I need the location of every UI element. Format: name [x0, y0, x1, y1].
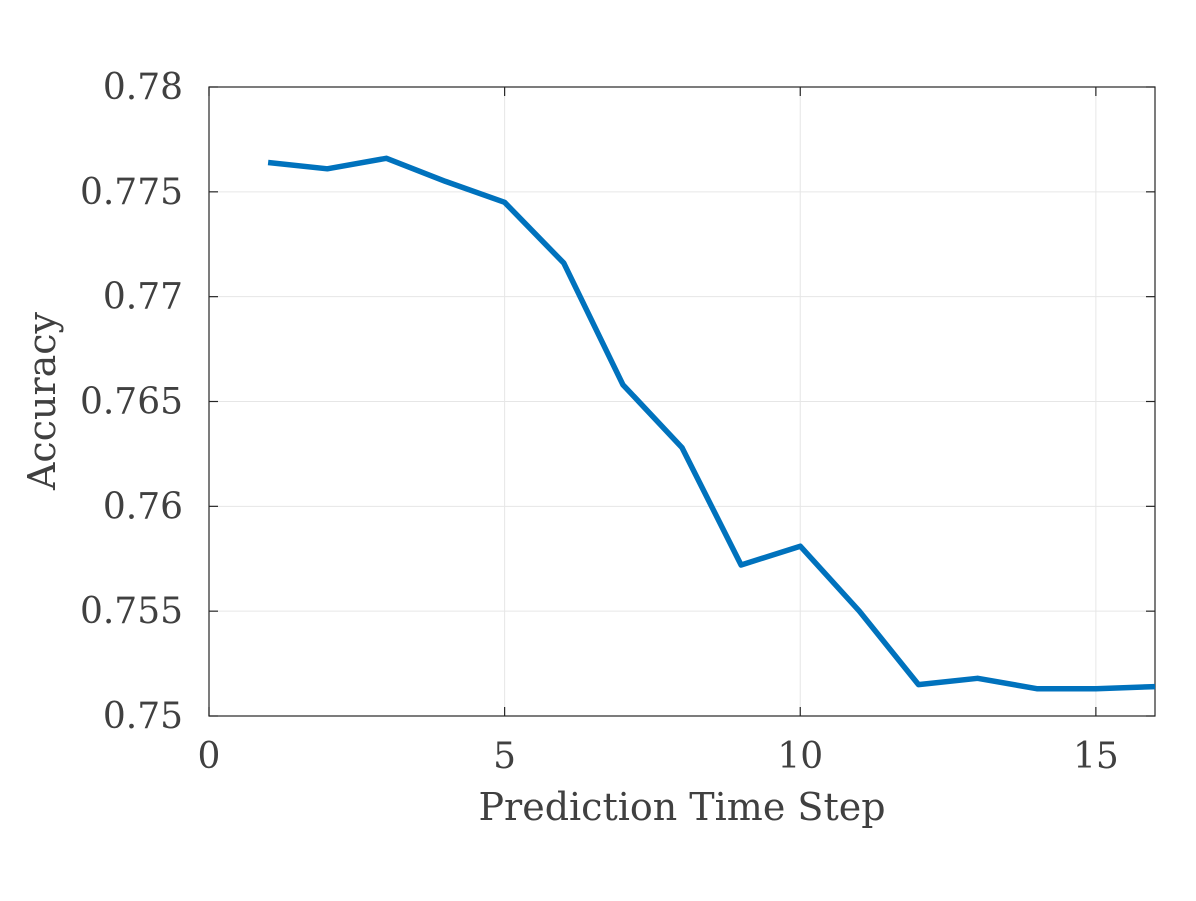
y-tick-label: 0.76 — [103, 486, 183, 527]
x-tick-label: 5 — [493, 736, 516, 777]
x-tick-label: 0 — [198, 736, 221, 777]
x-tick-label: 15 — [1073, 736, 1119, 777]
y-tick-label: 0.78 — [103, 67, 183, 108]
y-tick-label: 0.77 — [103, 277, 183, 318]
x-axis-label: Prediction Time Step — [478, 785, 885, 829]
y-tick-label: 0.75 — [103, 696, 183, 737]
series-layer — [267, 155, 1156, 692]
y-tick-label: 0.775 — [80, 172, 183, 213]
axis-ticks — [208, 86, 1155, 717]
x-tick-label: 10 — [777, 736, 823, 777]
y-tick-labels: 0.75 0.755 0.76 0.765 0.77 0.775 0.78 — [80, 67, 183, 737]
accuracy-series-line — [267, 155, 1156, 692]
x-tick-labels: 0 5 10 15 — [198, 736, 1119, 777]
y-tick-label: 0.765 — [80, 382, 183, 423]
y-axis-label: Accuracy — [20, 311, 64, 491]
y-tick-label: 0.755 — [80, 591, 183, 632]
